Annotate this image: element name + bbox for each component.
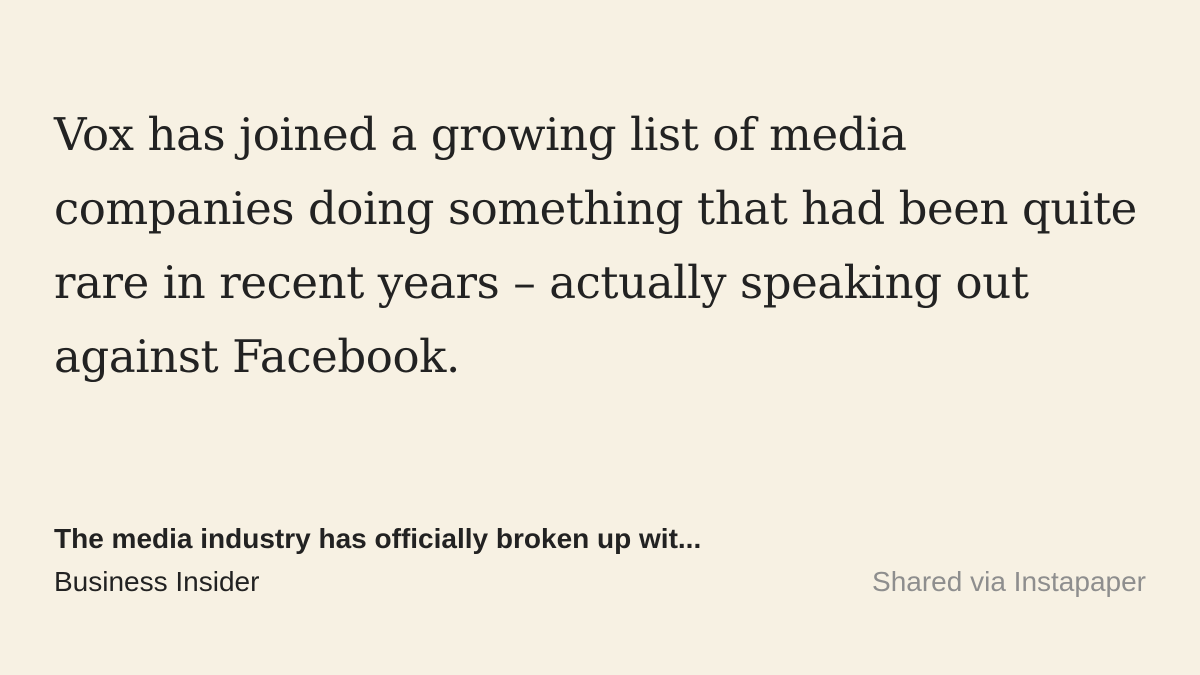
article-title[interactable]: The media industry has officially broken… xyxy=(54,523,702,554)
source-name: Business Insider xyxy=(54,566,260,597)
article-meta: The media industry has officially broken… xyxy=(54,518,1146,602)
shared-via-label: Shared via Instapaper xyxy=(872,566,1146,597)
quote-text: Vox has joined a growing list of media c… xyxy=(54,108,1137,383)
meta-row: Business Insider Shared via Instapaper xyxy=(54,562,1146,602)
